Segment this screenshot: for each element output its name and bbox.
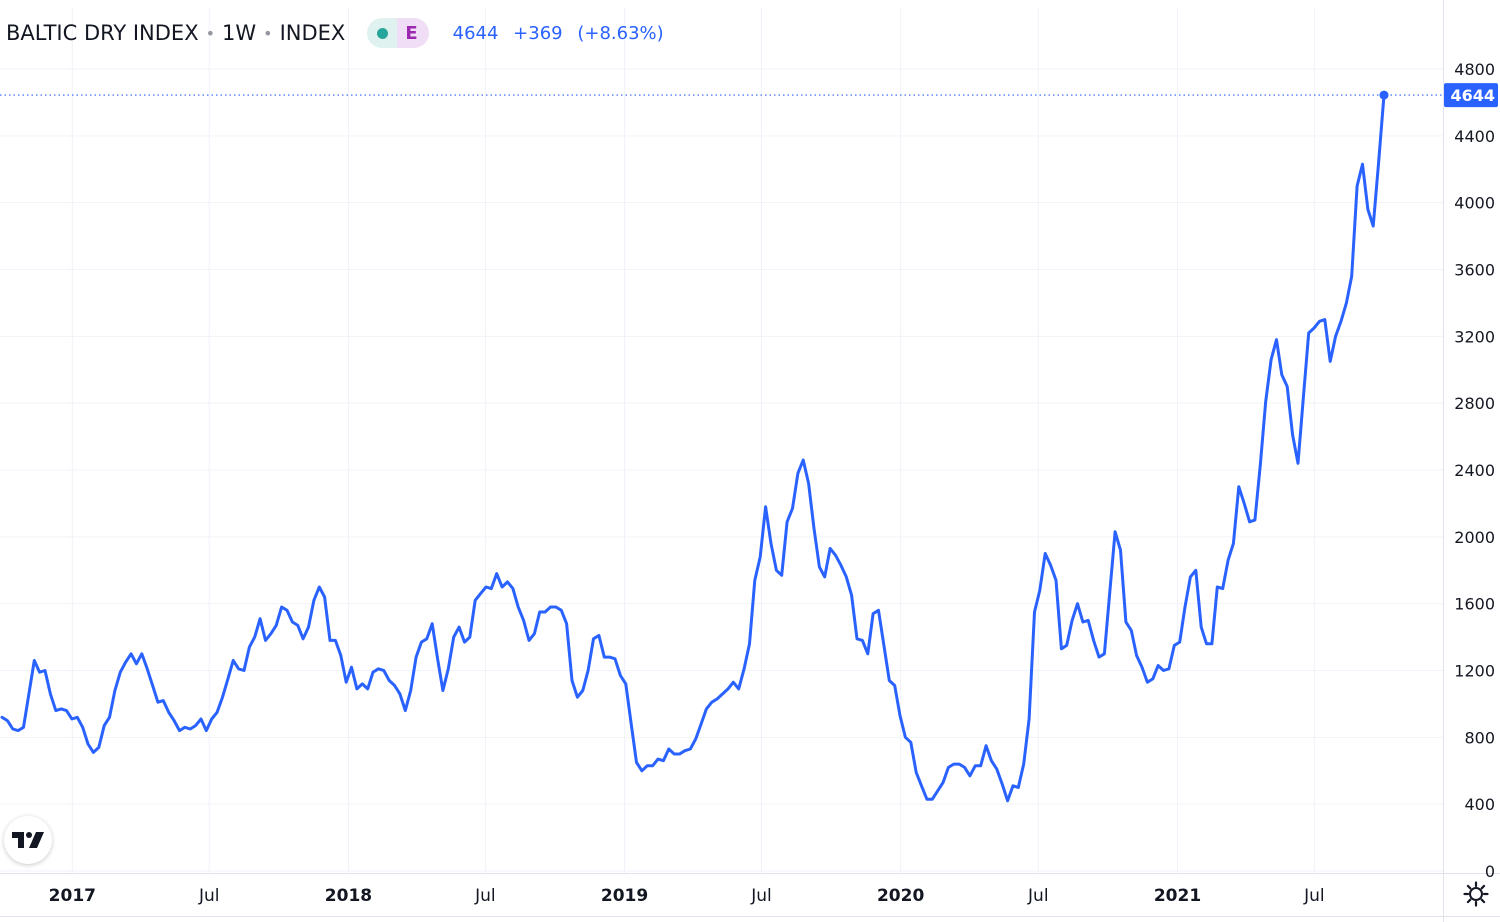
y-axis-tick-label: 4800 <box>1454 60 1495 79</box>
legend-change: +369 <box>513 22 563 44</box>
y-axis-tick-label: 4000 <box>1454 194 1495 213</box>
legend-separator: • <box>205 23 216 43</box>
x-axis-tick-label: 2017 <box>49 886 96 906</box>
last-price-label: 4644 <box>1450 86 1495 105</box>
legend-separator: • <box>263 23 273 43</box>
y-axis-tick-label: 800 <box>1464 728 1495 747</box>
tradingview-logo-glyph <box>12 832 44 848</box>
legend-interval[interactable]: 1W <box>222 21 257 45</box>
x-axis-tick-label: 2018 <box>325 886 372 906</box>
x-axis-tick-label: 2019 <box>601 886 648 906</box>
last-price-marker <box>1379 90 1389 100</box>
y-axis-tick-label: 1200 <box>1454 662 1495 681</box>
y-axis-tick-label: 3600 <box>1454 261 1495 280</box>
y-axis-tick-label: 2000 <box>1454 528 1495 547</box>
y-axis-tick-label: 3200 <box>1454 327 1495 346</box>
x-axis-tick-label: Jul <box>474 886 496 906</box>
y-axis-tick-label: 2800 <box>1454 394 1495 413</box>
y-axis-tick-label: 2400 <box>1454 461 1495 480</box>
legend-exchange: INDEX <box>279 21 346 45</box>
x-axis-tick-label: 2021 <box>1154 886 1201 906</box>
legend-change-percent: (+8.63%) <box>577 22 664 44</box>
x-axis-tick-label: Jul <box>198 886 220 906</box>
y-axis-tick-label: 1600 <box>1454 595 1495 614</box>
legend-values: 4644 +369 (+8.63%) <box>453 23 673 44</box>
market-status-icon-wrap <box>367 18 398 48</box>
eod-badge: E <box>397 18 429 48</box>
legend-symbol[interactable]: BALTIC DRY INDEX <box>6 21 199 45</box>
y-axis-tick-label: 4400 <box>1454 127 1495 146</box>
x-axis-tick-label: Jul <box>750 886 772 906</box>
y-axis-tick-label: 0 <box>1485 862 1495 881</box>
chart-legend: BALTIC DRY INDEX • 1W • INDEX E 4644 +36… <box>6 16 673 50</box>
x-axis-tick-label: Jul <box>1027 886 1049 906</box>
x-axis-tick-label: Jul <box>1303 886 1325 906</box>
y-axis-tick-label: 400 <box>1464 795 1495 814</box>
gear-icon[interactable] <box>1462 880 1490 908</box>
market-status-pill[interactable]: E <box>367 18 429 48</box>
legend-last-value: 4644 <box>452 22 499 44</box>
tradingview-logo-icon[interactable] <box>4 816 52 864</box>
market-status-dot-icon <box>376 27 388 39</box>
price-series-line <box>0 93 1386 803</box>
gear-icon-glyph <box>1463 881 1489 907</box>
x-axis-tick-label: 2020 <box>877 886 924 906</box>
last-price-label-bg <box>1444 83 1498 108</box>
